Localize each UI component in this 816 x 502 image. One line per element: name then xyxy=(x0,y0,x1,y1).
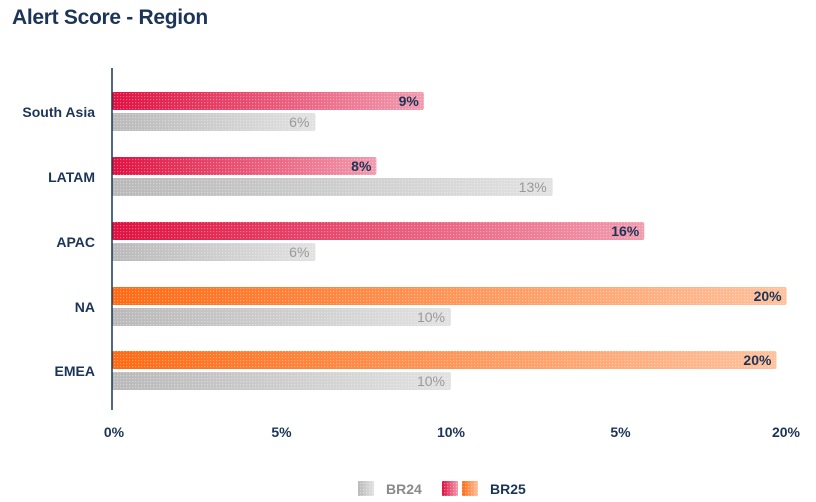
legend-label: BR25 xyxy=(490,481,526,497)
bar-texture xyxy=(112,92,424,110)
category-labels: South Asia LATAM APAC NA EMEA xyxy=(22,104,95,379)
value-label-br24: 10% xyxy=(417,373,445,389)
x-tick-label: 5% xyxy=(271,424,292,440)
x-tick-label: 5% xyxy=(610,424,631,440)
value-label-br24: 6% xyxy=(289,114,309,130)
value-label-br25: 8% xyxy=(351,158,372,174)
category-label: APAC xyxy=(56,234,95,250)
value-label-br25: 9% xyxy=(399,93,420,109)
bar-texture xyxy=(112,113,316,131)
bar-texture xyxy=(112,157,377,175)
legend-swatch-texture xyxy=(442,481,458,496)
value-label-br25: 20% xyxy=(743,352,772,368)
legend-label: BR24 xyxy=(386,481,422,497)
category-label: South Asia xyxy=(22,104,95,120)
category-label: NA xyxy=(75,299,95,315)
x-tick-label: 0% xyxy=(104,424,125,440)
value-label-br25: 16% xyxy=(611,223,640,239)
bar-texture xyxy=(112,222,645,240)
legend-swatch-texture xyxy=(462,481,478,496)
bar-texture xyxy=(112,178,553,196)
bar-texture xyxy=(112,372,451,390)
legend: BR24 BR25 xyxy=(358,481,526,497)
bar-texture xyxy=(112,308,451,326)
value-label-br24: 13% xyxy=(519,179,547,195)
value-label-br24: 10% xyxy=(417,309,445,325)
bar-texture xyxy=(112,351,777,369)
x-tick-label: 20% xyxy=(772,424,801,440)
x-tick-labels: 0% 5% 10% 5% 20% xyxy=(104,424,801,440)
bar-texture xyxy=(112,243,316,261)
category-label: LATAM xyxy=(48,169,95,185)
bar-texture xyxy=(112,287,787,305)
category-label: EMEA xyxy=(55,363,95,379)
x-tick-label: 10% xyxy=(437,424,466,440)
value-label-br25: 20% xyxy=(754,288,783,304)
value-label-br24: 6% xyxy=(289,244,309,260)
bars-group: 9% 6% 8% 13% 16% 6% 20% 10% 20% 10% xyxy=(112,92,787,390)
legend-swatch-texture xyxy=(358,481,374,496)
chart-title: Alert Score - Region xyxy=(12,6,208,29)
